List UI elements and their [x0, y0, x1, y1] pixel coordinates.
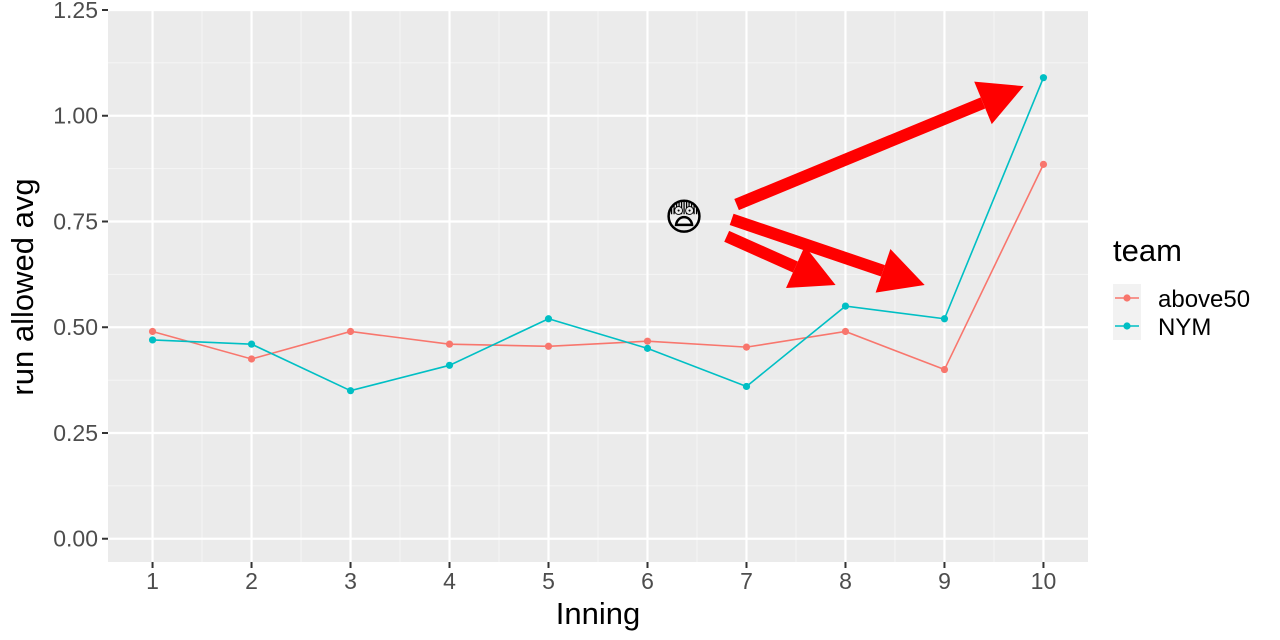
- series-line: [152, 77, 1045, 392]
- annotation-layer: 😨: [664, 81, 1024, 293]
- data-point: [346, 387, 355, 395]
- x-tick-label: 10: [1031, 568, 1057, 594]
- data-point: [940, 365, 949, 374]
- data-point: [841, 302, 850, 310]
- data-point: [544, 342, 553, 350]
- legend-key-point: [1123, 322, 1131, 330]
- x-tick-label: 8: [839, 568, 852, 594]
- x-tick-label: 9: [938, 568, 951, 594]
- arrowhead: [786, 245, 836, 288]
- data-point: [643, 337, 652, 345]
- data-point: [445, 340, 454, 348]
- data-point: [841, 327, 850, 336]
- y-axis-title: run allowed avg: [5, 178, 40, 395]
- x-tick-label: 6: [641, 568, 654, 594]
- x-tick-label: 3: [344, 568, 357, 594]
- y-tick-label: 1.25: [53, 0, 98, 23]
- y-tick-label: 0.00: [53, 526, 98, 552]
- arrow-shaft: [724, 230, 798, 273]
- x-tick-label: 1: [146, 568, 159, 594]
- y-tick-label: 0.75: [53, 208, 98, 234]
- data-point: [148, 336, 157, 344]
- data-point: [544, 315, 553, 323]
- x-tick-labels: 1 2 3 4 5 6 7 8 9 10: [146, 568, 1056, 594]
- data-point: [742, 343, 751, 351]
- legend-label: above50: [1158, 286, 1250, 313]
- red-arrow: [724, 230, 836, 288]
- red-arrow: [734, 81, 1024, 211]
- data-point: [148, 327, 157, 336]
- arrow-shaft: [729, 213, 885, 277]
- y-tick-label: 1.00: [53, 103, 98, 129]
- x-tick-label: 7: [740, 568, 753, 594]
- arrowhead: [875, 249, 925, 293]
- data-point: [247, 355, 256, 363]
- red-arrow: [729, 213, 925, 293]
- axis-ticks: [102, 9, 1045, 568]
- grid-minor: [108, 10, 1088, 562]
- legend-key-point: [1123, 294, 1131, 302]
- series-layer: [148, 74, 1048, 395]
- series-line: [152, 164, 1045, 371]
- y-tick-label: 0.25: [53, 420, 98, 446]
- y-tick-labels: 0.00 0.25 0.50 0.75 1.00 1.25: [53, 0, 98, 552]
- arrow-shaft: [734, 97, 986, 211]
- legend-title: team: [1113, 233, 1182, 268]
- arrowhead: [974, 81, 1024, 125]
- data-point: [346, 327, 355, 336]
- y-tick-label: 0.50: [53, 314, 98, 340]
- x-tick-label: 4: [443, 568, 456, 594]
- fearful-face-emoji: 😨: [664, 197, 704, 239]
- data-point: [1039, 74, 1048, 82]
- data-point: [940, 315, 949, 323]
- data-point: [247, 340, 256, 348]
- data-point: [643, 344, 652, 352]
- data-point: [1039, 160, 1048, 168]
- series-nym: [148, 74, 1048, 395]
- series-above50: [148, 160, 1048, 374]
- legend-item-nym: NYM: [1113, 312, 1211, 341]
- legend-item-above50: above50: [1113, 284, 1250, 313]
- grid-major: [108, 8, 1088, 562]
- data-point: [445, 361, 454, 369]
- data-point: [742, 382, 751, 391]
- x-tick-label: 5: [542, 568, 555, 594]
- x-axis-title: Inning: [556, 596, 640, 631]
- legend-label: NYM: [1158, 314, 1211, 341]
- x-tick-label: 2: [245, 568, 258, 594]
